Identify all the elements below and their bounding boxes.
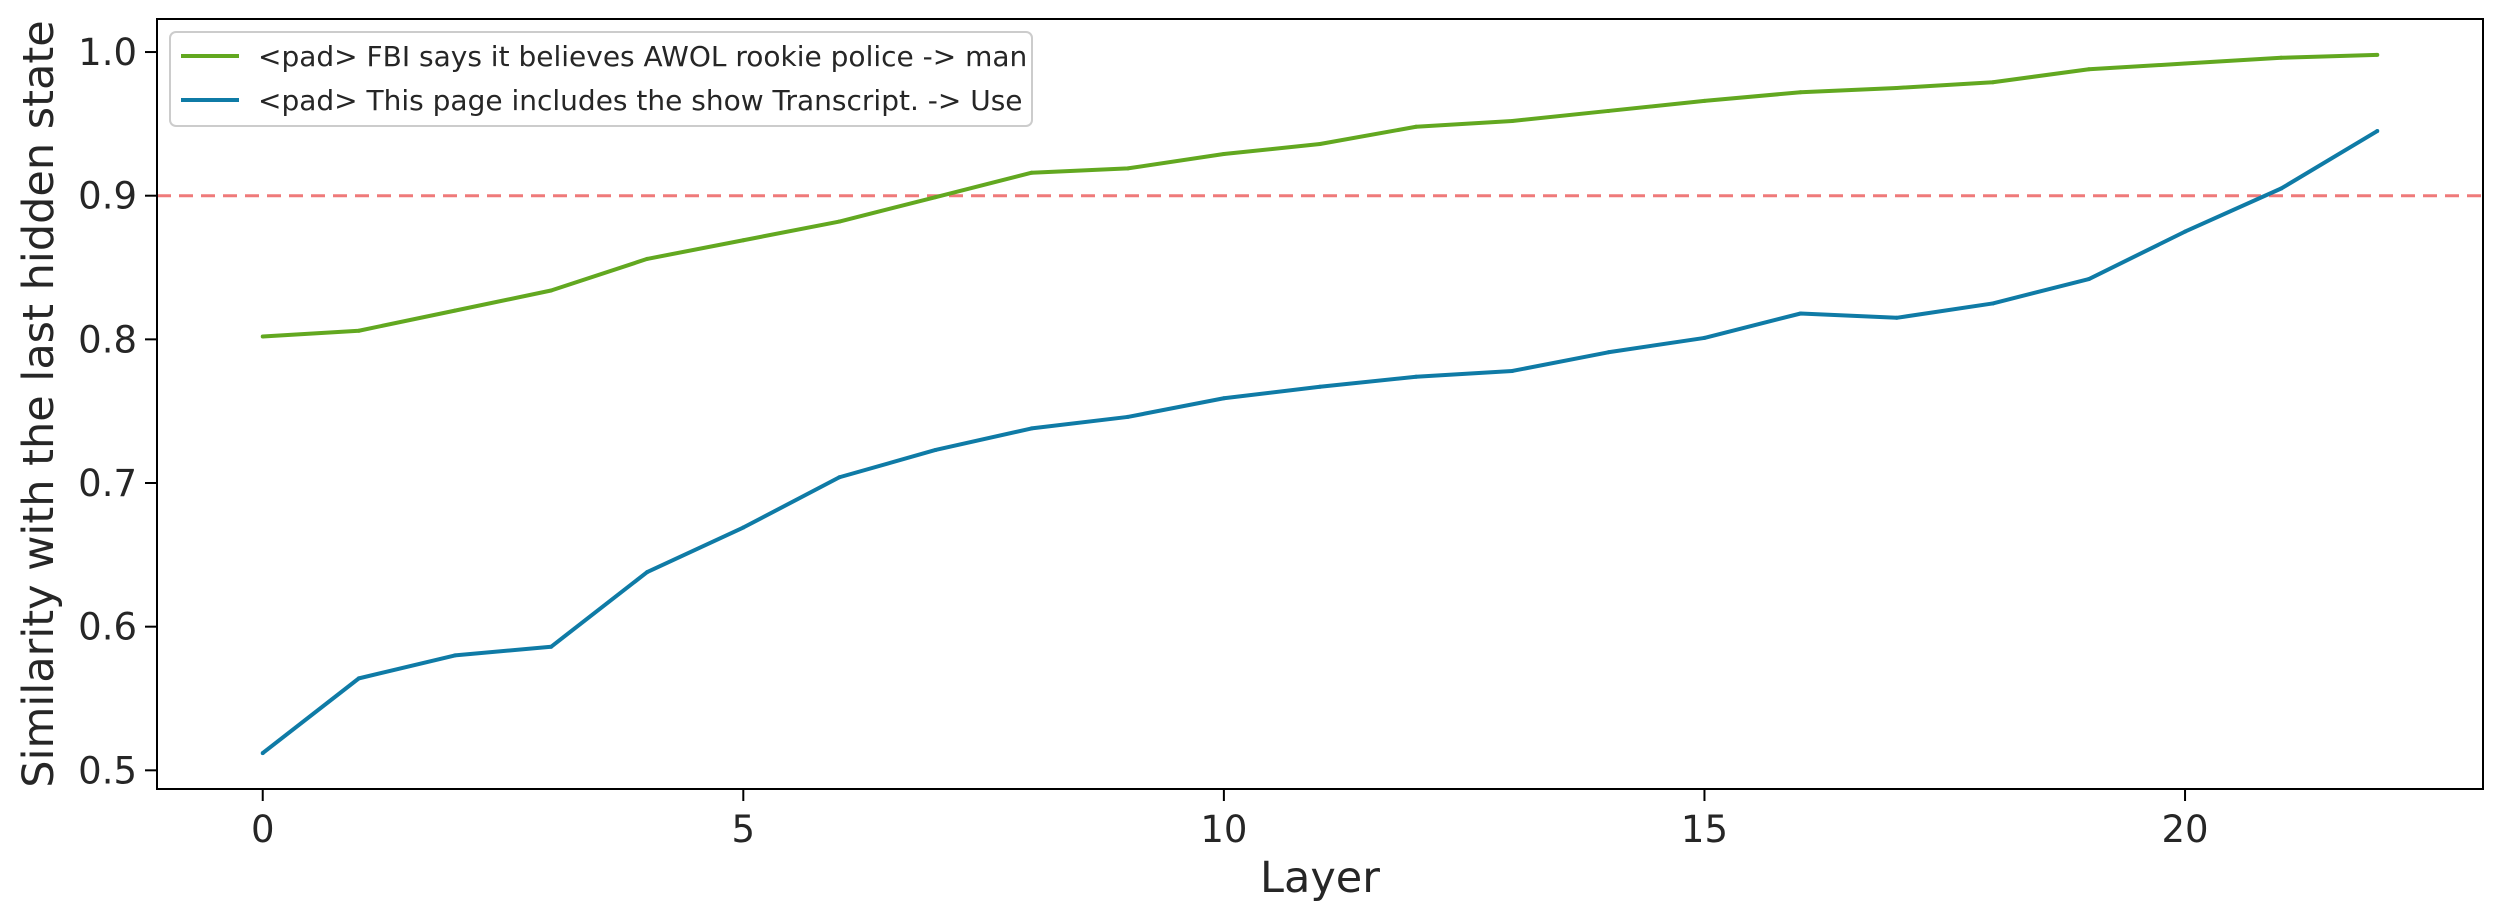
data-point xyxy=(356,328,361,333)
data-point xyxy=(260,751,265,756)
data-point xyxy=(2279,55,2284,60)
x-tick-label: 0 xyxy=(251,808,275,851)
data-point xyxy=(452,308,457,313)
y-tick-label: 0.8 xyxy=(78,318,137,361)
data-point xyxy=(2375,129,2380,134)
legend-label: <pad> FBI says it believes AWOL rookie p… xyxy=(258,40,1027,73)
x-axis-label: Layer xyxy=(1260,853,1380,903)
data-point xyxy=(1125,166,1130,171)
x-tick-label: 10 xyxy=(1200,808,1247,851)
x-tick-label: 15 xyxy=(1681,808,1728,851)
data-point xyxy=(549,288,554,293)
data-point xyxy=(1702,335,1707,340)
data-point xyxy=(1702,98,1707,103)
data-point xyxy=(837,219,842,224)
y-tick-label: 0.7 xyxy=(78,462,137,505)
data-point xyxy=(1414,124,1419,129)
data-point xyxy=(1318,141,1322,146)
data-point xyxy=(1510,368,1515,373)
y-tick-label: 0.5 xyxy=(78,749,137,792)
data-point xyxy=(549,644,554,649)
data-point xyxy=(2183,229,2188,234)
data-point xyxy=(260,334,265,339)
legend-label: <pad> This page includes the show Transc… xyxy=(258,84,1023,117)
data-point xyxy=(1894,315,1899,320)
data-point xyxy=(2375,52,2380,57)
data-point xyxy=(2086,277,2091,282)
legend-box xyxy=(169,31,1033,127)
x-tick-label: 20 xyxy=(2161,808,2208,851)
data-point xyxy=(1990,80,1995,85)
x-tick-label: 5 xyxy=(732,808,756,851)
data-point xyxy=(1990,301,1995,306)
legend: <pad> FBI says it believes AWOL rookie p… xyxy=(169,31,1033,127)
data-point xyxy=(1798,90,1803,95)
data-point xyxy=(1029,426,1034,431)
data-point xyxy=(1221,396,1226,401)
data-point xyxy=(1029,170,1034,175)
data-point xyxy=(2086,67,2091,72)
data-point xyxy=(933,447,938,452)
data-point xyxy=(1894,85,1899,90)
data-point xyxy=(933,195,938,200)
y-axis-label: Similarity with the last hidden state xyxy=(14,20,64,787)
y-tick-label: 1.0 xyxy=(78,31,137,74)
data-point xyxy=(1318,384,1322,389)
data-point xyxy=(1606,108,1611,113)
data-point xyxy=(356,676,361,681)
data-point xyxy=(837,475,842,480)
data-point xyxy=(1414,374,1419,379)
data-point xyxy=(1510,118,1515,123)
data-point xyxy=(2183,61,2188,66)
data-point xyxy=(741,238,746,243)
data-point xyxy=(1125,414,1130,419)
data-point xyxy=(741,525,746,530)
y-tick-label: 0.6 xyxy=(78,606,137,649)
data-point xyxy=(1221,152,1226,157)
data-point xyxy=(1798,311,1803,316)
data-point xyxy=(1606,350,1611,355)
data-point xyxy=(2279,186,2284,191)
plot-frame xyxy=(156,18,2484,790)
data-point xyxy=(645,256,650,261)
y-tick-label: 0.9 xyxy=(78,175,137,218)
data-point xyxy=(645,570,650,575)
data-point xyxy=(452,653,457,658)
